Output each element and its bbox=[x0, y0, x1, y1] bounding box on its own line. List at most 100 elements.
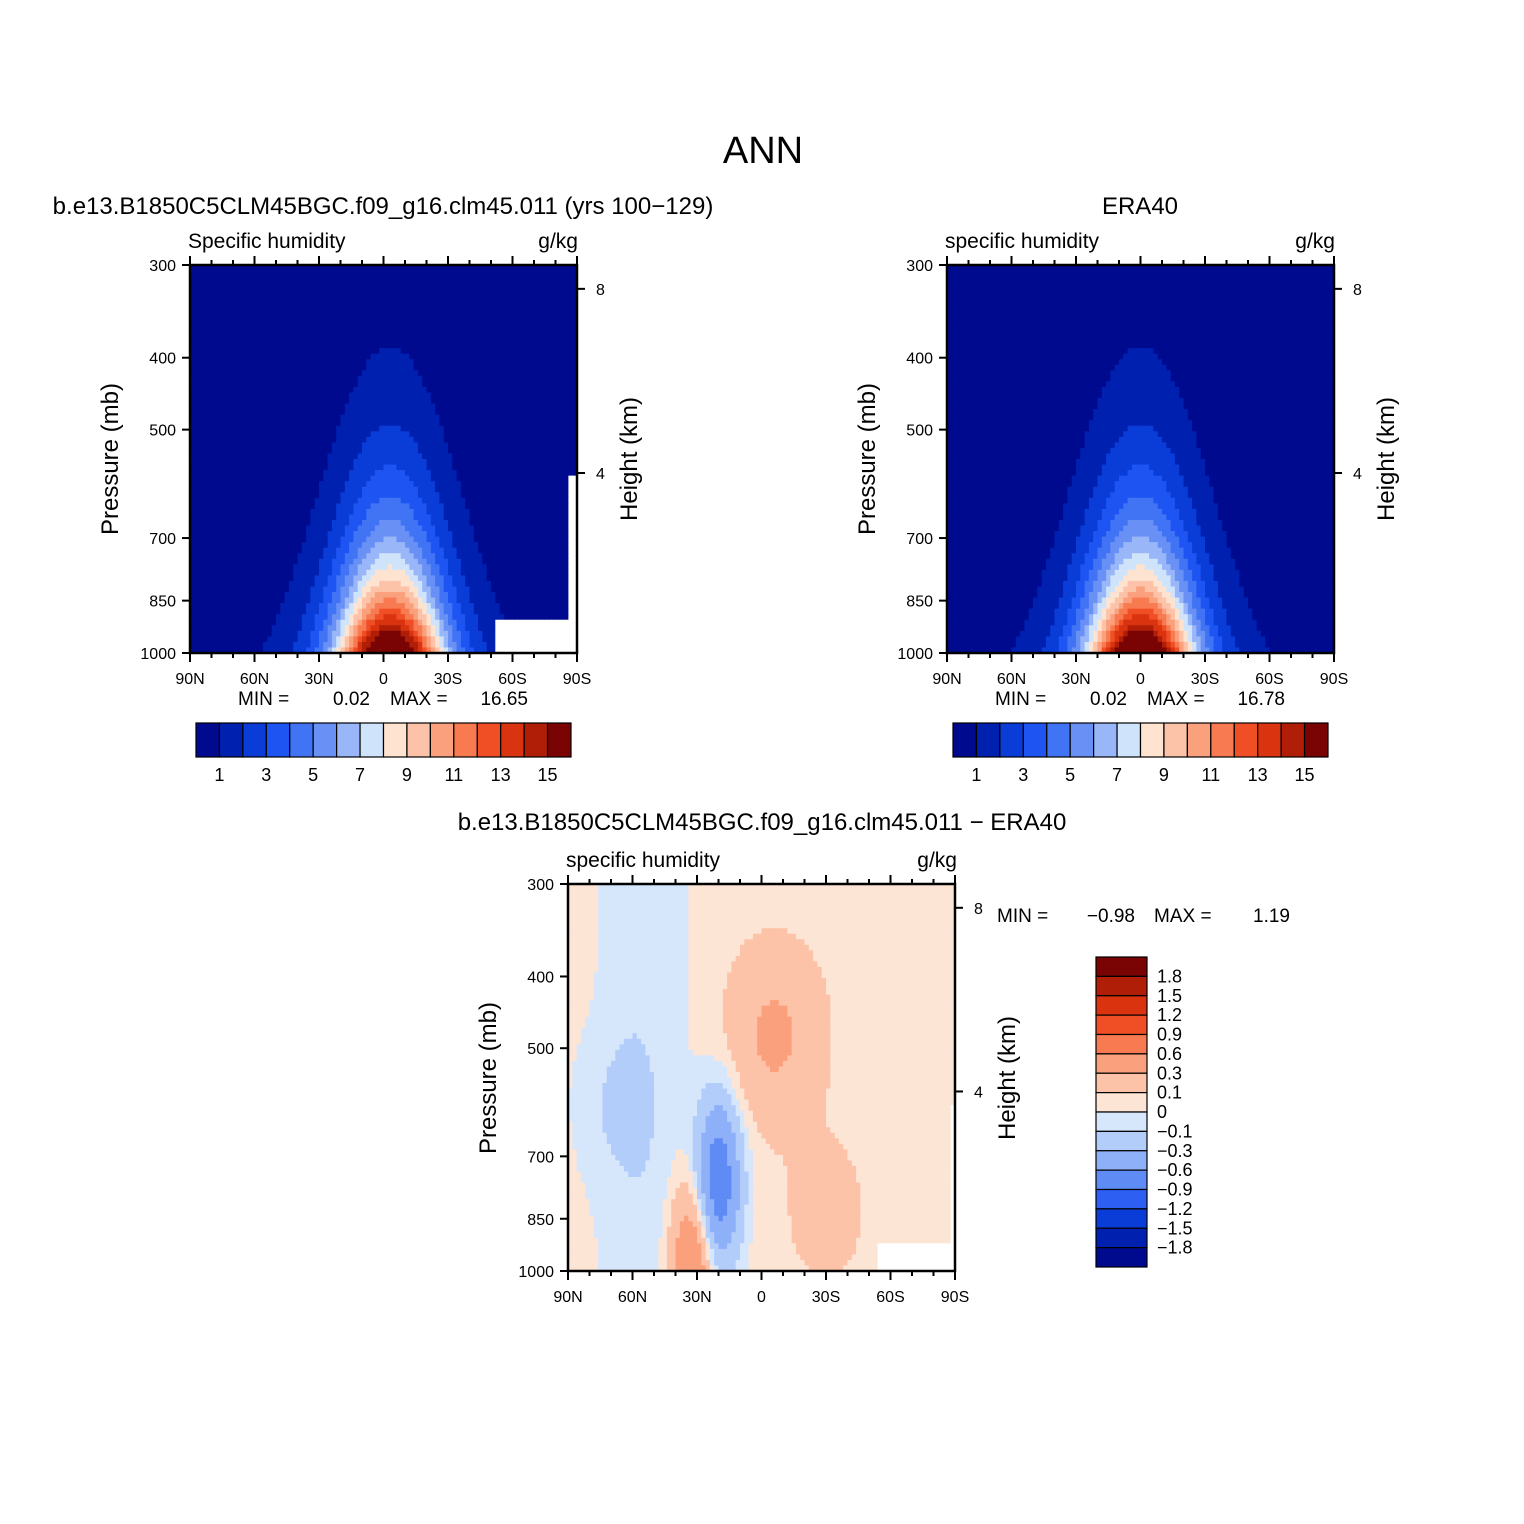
contour-cell bbox=[271, 492, 277, 499]
contour-cell bbox=[542, 475, 548, 482]
contour-cell bbox=[250, 486, 256, 493]
contour-cell bbox=[323, 409, 329, 416]
contour-cell bbox=[310, 287, 316, 294]
contour-cell bbox=[271, 475, 277, 482]
contour-cell bbox=[207, 281, 213, 288]
contour-cell bbox=[263, 359, 268, 366]
contour-cell bbox=[284, 436, 290, 443]
contour-cell bbox=[392, 447, 397, 455]
contour-cell bbox=[486, 508, 492, 516]
contour-cell bbox=[241, 303, 247, 310]
contour-cell bbox=[241, 386, 247, 394]
contour-cell bbox=[430, 503, 436, 510]
contour-cell bbox=[559, 525, 565, 532]
contour-cell bbox=[538, 436, 544, 443]
contour-cell bbox=[284, 381, 290, 388]
contour-cell bbox=[508, 542, 514, 549]
contour-cell bbox=[448, 558, 453, 565]
contour-cell bbox=[254, 492, 260, 499]
contour-cell bbox=[207, 425, 213, 432]
contour-cell bbox=[202, 414, 208, 421]
contour-cell bbox=[564, 486, 569, 493]
contour-cell bbox=[417, 392, 423, 399]
contour-cell bbox=[190, 353, 195, 360]
contour-cell bbox=[237, 303, 243, 310]
contour-cell bbox=[233, 492, 238, 499]
contour-cell bbox=[284, 403, 290, 410]
contour-cell bbox=[211, 292, 217, 299]
contour-cell bbox=[503, 364, 509, 371]
contour-cell bbox=[357, 309, 363, 316]
contour-cell bbox=[215, 303, 221, 310]
contour-cell bbox=[392, 364, 397, 371]
contour-cell bbox=[426, 265, 432, 272]
contour-cell bbox=[245, 359, 251, 366]
contour-cell bbox=[491, 459, 496, 466]
contour-cell bbox=[422, 409, 428, 416]
contour-cell bbox=[374, 525, 380, 532]
contour-cell bbox=[297, 481, 303, 488]
contour-cell bbox=[258, 403, 264, 410]
contour-cell bbox=[254, 497, 260, 504]
contour-cell bbox=[198, 503, 204, 510]
contour-cell bbox=[194, 525, 200, 532]
contour-cell bbox=[448, 503, 453, 510]
contour-cell bbox=[508, 320, 514, 327]
contour-cell bbox=[241, 353, 247, 360]
contour-cell bbox=[331, 508, 337, 516]
contour-cell bbox=[280, 475, 286, 482]
contour-cell bbox=[422, 558, 428, 565]
contour-cell bbox=[564, 420, 569, 427]
contour-cell bbox=[465, 542, 471, 549]
contour-cell bbox=[396, 386, 402, 394]
contour-cell bbox=[538, 425, 544, 432]
contour-cell bbox=[349, 303, 354, 310]
contour-cell bbox=[534, 309, 539, 316]
contour-cell bbox=[508, 375, 514, 382]
contour-cell bbox=[417, 320, 423, 327]
contour-cell bbox=[564, 398, 569, 405]
contour-cell bbox=[491, 536, 496, 543]
contour-cell bbox=[456, 420, 462, 427]
contour-cell bbox=[190, 375, 195, 382]
contour-cell bbox=[323, 542, 329, 549]
contour-cell bbox=[426, 442, 432, 449]
contour-cell bbox=[529, 409, 535, 416]
contour-cell bbox=[538, 553, 544, 560]
contour-cell bbox=[512, 403, 518, 410]
contour-cell bbox=[413, 337, 419, 344]
contour-cell bbox=[564, 414, 569, 421]
contour-cell bbox=[284, 364, 290, 371]
contour-cell bbox=[521, 425, 526, 432]
contour-cell bbox=[430, 470, 436, 477]
contour-cell bbox=[538, 564, 544, 571]
contour-cell bbox=[572, 403, 578, 410]
contour-cell bbox=[430, 270, 436, 277]
contour-cell bbox=[374, 320, 380, 327]
contour-cell bbox=[319, 381, 324, 388]
contour-cell bbox=[396, 508, 402, 516]
contour-cell bbox=[370, 303, 376, 310]
contour-cell bbox=[263, 447, 268, 455]
contour-cell bbox=[491, 364, 496, 371]
contour-cell bbox=[512, 486, 518, 493]
contour-cell bbox=[327, 270, 333, 277]
contour-cell bbox=[568, 375, 574, 382]
contour-cell bbox=[529, 265, 535, 272]
contour-cell bbox=[422, 364, 428, 371]
contour-cell bbox=[224, 414, 230, 421]
contour-cell bbox=[267, 414, 273, 421]
contour-cell bbox=[284, 531, 290, 538]
contour-cell bbox=[443, 314, 449, 322]
contour-cell bbox=[198, 564, 204, 571]
contour-cell bbox=[323, 447, 329, 455]
contour-cell bbox=[465, 314, 471, 322]
contour-cell bbox=[349, 342, 354, 349]
contour-cell bbox=[534, 414, 539, 421]
contour-cell bbox=[452, 503, 458, 510]
contour-cell bbox=[263, 547, 268, 554]
contour-cell bbox=[439, 447, 445, 455]
contour-cell bbox=[323, 558, 329, 565]
contour-cell bbox=[452, 486, 458, 493]
contour-cell bbox=[366, 558, 372, 565]
